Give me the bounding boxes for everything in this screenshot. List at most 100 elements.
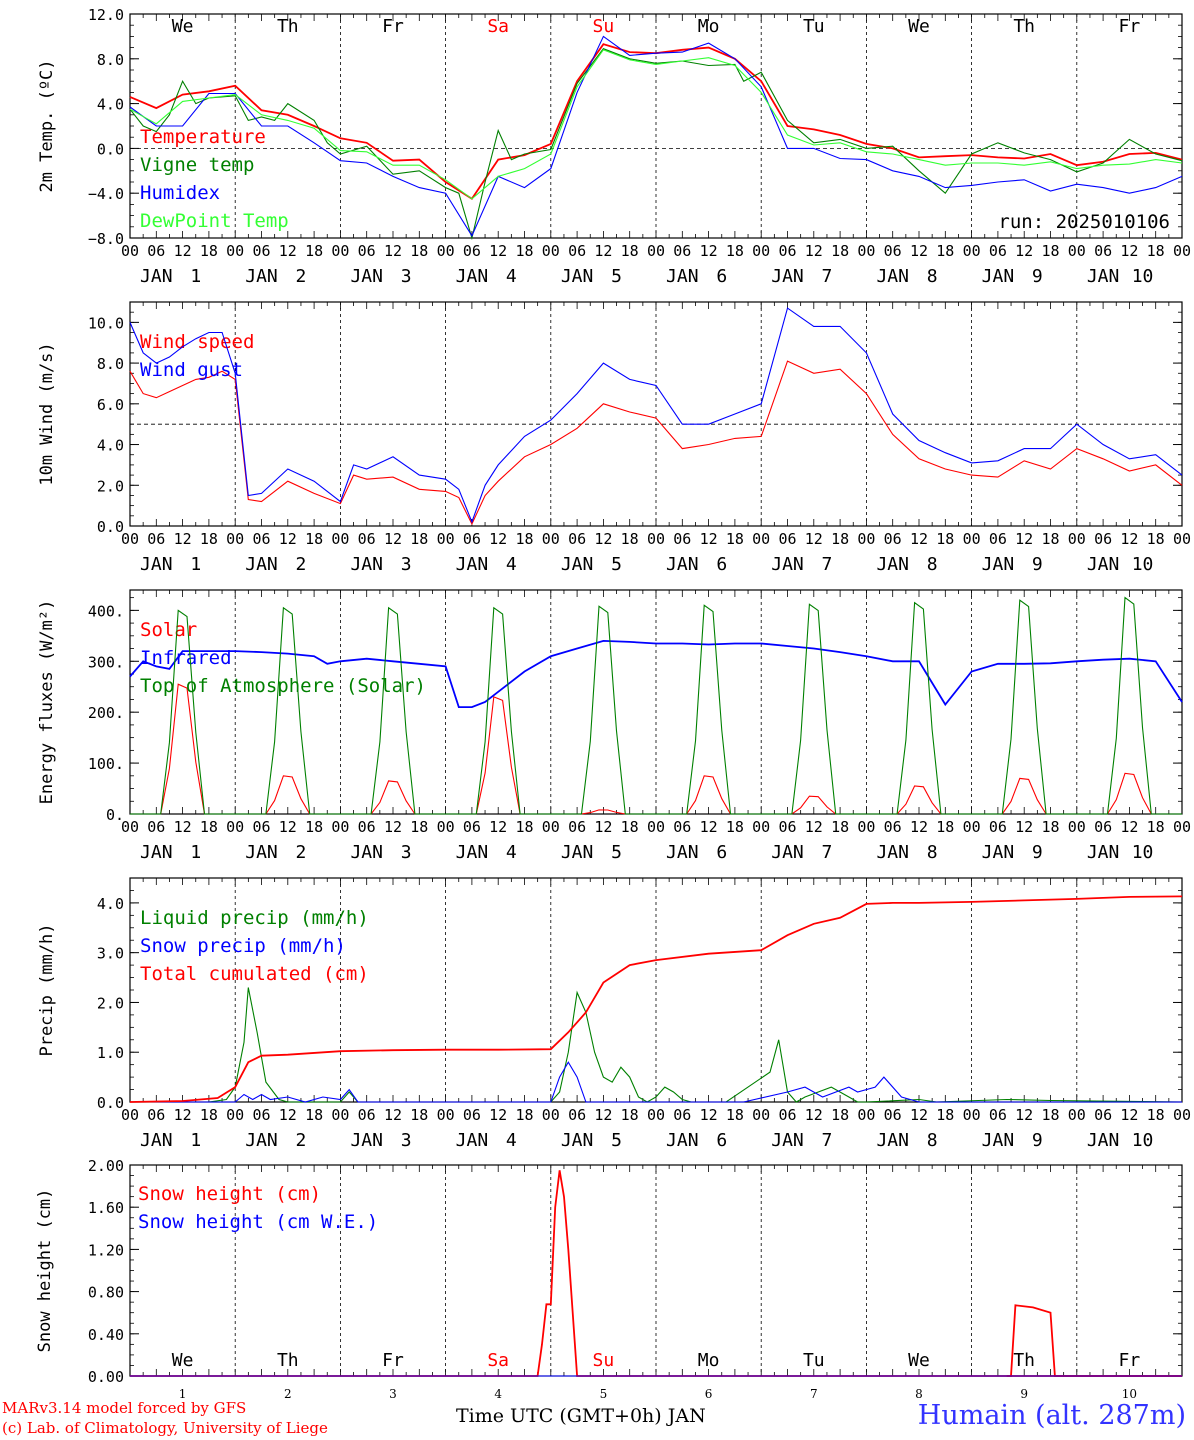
x-hour-label: 00 — [226, 530, 244, 548]
y-tick-label: 8.0 — [97, 51, 124, 69]
x-month-label: JAN — [350, 842, 383, 863]
x-hour-label: 12 — [1120, 530, 1138, 548]
x-hour-label: 12 — [910, 1106, 928, 1124]
x-hour-label: 18 — [831, 818, 849, 836]
x-hour-label: 06 — [1094, 530, 1112, 548]
x-hour-label: 06 — [673, 242, 691, 260]
x-hour-label: 06 — [147, 242, 165, 260]
x-hour-label: 12 — [700, 530, 718, 548]
x-hour-label: 12 — [1015, 530, 1033, 548]
x-hour-label: 12 — [1120, 1106, 1138, 1124]
legend-entry: Wind speed — [140, 331, 254, 353]
x-month-label: JAN — [771, 842, 804, 863]
legend-entry: Liquid precip (mm/h) — [140, 907, 369, 929]
x-month-label: JAN — [666, 266, 699, 287]
legend-entry: Vigne temp — [140, 154, 254, 176]
x-hour-label: 12 — [910, 818, 928, 836]
y-tick-label: 300. — [88, 653, 124, 671]
y-tick-label: −4.0 — [88, 185, 124, 203]
y-tick-label: 400. — [88, 602, 124, 620]
x-hour-label: 12 — [279, 530, 297, 548]
y-axis-label: Energy fluxes (W/m²) — [37, 600, 57, 805]
x-date-label: 9 — [1032, 842, 1043, 863]
x-hour-label: 06 — [358, 818, 376, 836]
x-hour-label: 00 — [121, 530, 139, 548]
weekday-label: Fr — [1119, 16, 1141, 37]
x-hour-label: 06 — [778, 1106, 796, 1124]
x-hour-label: 12 — [174, 242, 192, 260]
y-tick-label: 2.00 — [88, 1157, 124, 1175]
x-hour-label: 06 — [147, 818, 165, 836]
x-month-label: JAN — [771, 266, 804, 287]
x-date-label: 1 — [190, 266, 201, 287]
x-date-label: 2 — [296, 1130, 307, 1151]
y-tick-label: 4.0 — [97, 96, 124, 114]
panel-frame — [129, 301, 1183, 527]
x-hour-label: 06 — [673, 1106, 691, 1124]
x-month-label: JAN — [771, 1130, 804, 1151]
x-date-label: 10 — [1132, 842, 1154, 863]
x-date-label: 3 — [389, 1387, 397, 1401]
x-hour-label: 18 — [831, 1106, 849, 1124]
x-date-label: 8 — [927, 554, 938, 575]
weekday-label: Mo — [698, 16, 720, 37]
x-hour-label: 12 — [910, 242, 928, 260]
x-hour-label: 18 — [410, 818, 428, 836]
x-hour-label: 18 — [831, 530, 849, 548]
x-hour-label: 18 — [1147, 1106, 1165, 1124]
x-hour-label: 06 — [884, 818, 902, 836]
x-hour-label: 18 — [621, 242, 639, 260]
panel-5: 2.00 1.60 1.20 0.80 0.40 0.00 Snow height (cm)… — [35, 1157, 1183, 1401]
x-date-label: 7 — [810, 1387, 818, 1401]
x-date-label: 4 — [506, 1130, 517, 1151]
x-hour-label: 12 — [700, 818, 718, 836]
x-hour-label: 00 — [437, 530, 455, 548]
y-tick-label: 1.0 — [97, 1044, 124, 1062]
x-hour-label: 12 — [384, 530, 402, 548]
x-hour-label: 18 — [936, 1106, 954, 1124]
x-hour-label: 06 — [1094, 1106, 1112, 1124]
x-hour-label: 06 — [463, 1106, 481, 1124]
x-hour-label: 00 — [121, 1106, 139, 1124]
x-hour-label: 12 — [279, 1106, 297, 1124]
x-hour-label: 06 — [1094, 242, 1112, 260]
x-date-label: 1 — [190, 1130, 201, 1151]
weekday-label: Fr — [1119, 1350, 1141, 1371]
y-tick-label: 1.20 — [88, 1241, 124, 1259]
weekday-label: Th — [1013, 1350, 1035, 1371]
x-hour-label: 18 — [200, 1106, 218, 1124]
x-hour-label: 00 — [752, 530, 770, 548]
x-hour-label: 12 — [594, 1106, 612, 1124]
x-month-label: JAN — [350, 1130, 383, 1151]
x-hour-label: 06 — [884, 242, 902, 260]
weekday-label: We — [908, 1350, 930, 1371]
x-hour-label: 18 — [410, 242, 428, 260]
y-tick-label: 12.0 — [88, 6, 124, 24]
x-month-label: JAN — [245, 266, 278, 287]
panel-3: 400. 300. 200. 100. 0. Energy fluxes (W/m²) So… — [37, 589, 1191, 863]
weekday-label: Mo — [698, 1350, 720, 1371]
x-hour-label: 18 — [1147, 530, 1165, 548]
x-date-label: 5 — [611, 1130, 622, 1151]
x-month-label: JAN — [666, 554, 699, 575]
x-hour-label: 12 — [489, 242, 507, 260]
x-hour-label: 12 — [1015, 1106, 1033, 1124]
x-month-label: JAN — [561, 554, 594, 575]
x-hour-label: 00 — [542, 530, 560, 548]
x-month-label: JAN — [982, 842, 1015, 863]
legend-entry: Snow precip (mm/h) — [140, 935, 346, 957]
y-tick-label: 8.0 — [97, 355, 124, 373]
x-month-label: JAN — [1087, 842, 1120, 863]
y-tick-label: 0.40 — [88, 1326, 124, 1344]
panel-2: 10.0 8.0 6.0 4.0 2.0 0.0 10m Wind (m/s) Wind sp… — [37, 301, 1191, 575]
x-month-label: JAN — [561, 842, 594, 863]
x-month-label: JAN — [456, 842, 489, 863]
weekday-label: We — [172, 16, 194, 37]
x-month-label: JAN — [876, 1130, 909, 1151]
legend-entry: Top of Atmosphere (Solar) — [140, 675, 426, 697]
x-date-label: 6 — [716, 1130, 727, 1151]
x-month-label: JAN — [456, 554, 489, 575]
x-hour-label: 12 — [1120, 242, 1138, 260]
x-hour-label: 00 — [963, 818, 981, 836]
x-month-label: JAN — [1087, 266, 1120, 287]
